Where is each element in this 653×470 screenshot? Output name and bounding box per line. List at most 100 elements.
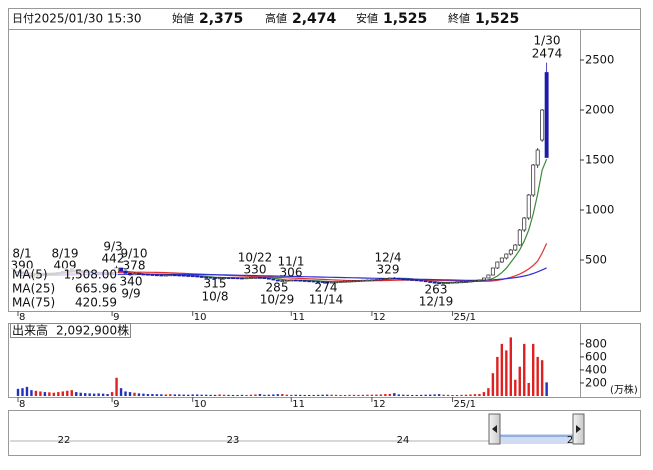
volume-bar xyxy=(316,394,320,396)
volume-bar xyxy=(160,394,163,396)
annotation-date: 11/14 xyxy=(309,293,344,307)
volume-bar xyxy=(115,377,118,396)
candle-body xyxy=(172,274,177,277)
navigator-label: 23 xyxy=(227,435,240,446)
y-tick-label: 2500 xyxy=(585,53,614,67)
navigator-right-handle[interactable] xyxy=(572,413,585,445)
volume-bar xyxy=(437,394,441,396)
volume-bar xyxy=(213,394,217,396)
volume-bar xyxy=(285,394,288,396)
candle-body xyxy=(428,281,433,283)
candle-body xyxy=(320,281,325,283)
volume-bar xyxy=(187,394,190,396)
candle-body xyxy=(481,277,486,281)
volume-bar xyxy=(173,394,176,396)
volume-bar xyxy=(509,337,512,396)
x-tick-label: 10 xyxy=(194,312,207,323)
navigator-label: 22 xyxy=(58,435,71,446)
volume-bar xyxy=(357,394,360,396)
volume-bar xyxy=(478,394,481,396)
navigator-selection[interactable] xyxy=(500,434,578,444)
volume-bar xyxy=(254,394,257,396)
volume-bar xyxy=(375,394,378,396)
volume-bar xyxy=(97,393,100,396)
candle-body xyxy=(446,282,451,284)
volume-bar xyxy=(84,393,87,396)
volume-bar xyxy=(164,394,168,396)
candle-body xyxy=(508,249,513,255)
volume-bar xyxy=(34,390,38,396)
volume-bar xyxy=(178,394,181,396)
field-label: 終値 xyxy=(448,11,470,25)
candle-body xyxy=(262,277,267,279)
volume-bar xyxy=(146,394,150,396)
volume-bar xyxy=(245,394,248,396)
candle-body xyxy=(275,279,280,282)
field-value: 1,525 xyxy=(383,11,427,27)
candle-body xyxy=(240,277,244,280)
candle-body xyxy=(289,279,294,282)
volume-bar xyxy=(30,390,33,396)
candle-body xyxy=(123,270,128,274)
candle-body xyxy=(535,149,540,166)
candle-body xyxy=(410,279,415,281)
ma-legend-name: MA(25) xyxy=(12,282,55,296)
volume-bar xyxy=(379,394,383,396)
y-tick-label: 200 xyxy=(585,375,607,389)
volume-bar xyxy=(482,392,486,396)
candle-body xyxy=(396,277,401,280)
volume-bar xyxy=(402,394,405,396)
candle-body xyxy=(513,244,518,251)
volume-bar xyxy=(231,394,235,396)
candle-body xyxy=(266,277,271,280)
candle-body xyxy=(392,277,397,280)
volume-bar xyxy=(258,394,262,396)
volume-bar xyxy=(455,394,459,396)
candle-body xyxy=(540,109,545,141)
volume-bar xyxy=(155,394,159,396)
volume-bar xyxy=(263,394,266,396)
volume-bar xyxy=(276,394,280,396)
volume-bar xyxy=(52,392,56,396)
candle-body xyxy=(414,279,419,282)
navigator-left-handle[interactable] xyxy=(488,413,501,445)
candle-body xyxy=(378,278,383,281)
candle-body xyxy=(441,282,446,285)
candle-body xyxy=(141,273,146,276)
volume-bar xyxy=(267,394,271,396)
candle-body xyxy=(284,279,289,282)
volume-bar xyxy=(330,394,333,396)
x-tick-label: 10 xyxy=(194,399,207,410)
candle-body xyxy=(168,274,173,277)
candle-body xyxy=(231,277,235,280)
candle-body xyxy=(271,278,276,281)
volume-bar xyxy=(491,373,495,396)
volume-bar xyxy=(428,394,432,396)
volume-bar xyxy=(57,392,60,396)
annotation-date: 11/1 xyxy=(278,255,305,269)
y-tick-label: 1000 xyxy=(585,203,614,217)
volume-bar xyxy=(532,343,535,396)
candle-body xyxy=(195,275,200,278)
x-tick-label: 25/1 xyxy=(454,312,476,323)
candle-body xyxy=(316,280,321,283)
candle-body xyxy=(280,280,285,282)
volume-bar xyxy=(352,394,356,396)
annotation-price: 263 xyxy=(425,283,448,297)
x-tick-label: 25/1 xyxy=(454,399,476,410)
volume-bar xyxy=(222,394,226,396)
candle-body xyxy=(159,274,164,277)
volume-bar xyxy=(406,394,409,396)
candle-body xyxy=(495,261,500,269)
volume-bar xyxy=(464,394,468,396)
candle-body xyxy=(199,276,204,278)
annotation-date: 10/8 xyxy=(202,290,229,304)
candle-body xyxy=(325,281,330,284)
volume-bar xyxy=(43,392,47,396)
annotation-date: 9/3 xyxy=(103,240,122,254)
volume-bar xyxy=(339,394,342,396)
candle-body xyxy=(486,274,491,279)
y-tick-label: 400 xyxy=(585,362,607,376)
navigator-frame xyxy=(8,410,641,456)
volume-bar xyxy=(70,390,73,396)
